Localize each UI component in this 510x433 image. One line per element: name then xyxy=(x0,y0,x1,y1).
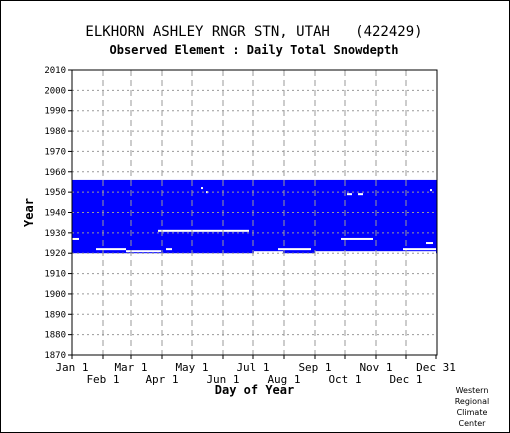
y-tick-label: 1930 xyxy=(44,229,66,239)
y-tick-label: 1920 xyxy=(44,249,66,259)
x-tick-label: Jan 1 xyxy=(55,361,88,374)
x-axis-title: Day of Year xyxy=(215,383,294,397)
missing-data-gap xyxy=(278,248,311,251)
x-tick-label: Jul 1 xyxy=(236,361,269,374)
y-tick-label: 1970 xyxy=(44,147,66,157)
y-tick-label: 1890 xyxy=(44,310,66,320)
y-tick-label: 1960 xyxy=(44,168,66,178)
x-tick-label: Jun 1 xyxy=(206,373,239,386)
x-tick-label: Aug 1 xyxy=(267,373,300,386)
missing-data-gap xyxy=(403,248,436,251)
credit-line: Western xyxy=(455,386,489,395)
y-tick-label: 1870 xyxy=(44,351,66,361)
x-tick-label: Dec 1 xyxy=(389,373,422,386)
missing-data-gap xyxy=(158,229,249,232)
observed-data-block xyxy=(72,179,437,254)
missing-data-gap xyxy=(126,250,161,253)
y-tick-label: 1880 xyxy=(44,331,66,341)
credit-line: Climate xyxy=(456,408,488,417)
y-tick-label: 1990 xyxy=(44,107,66,117)
missing-data-gap xyxy=(201,187,203,190)
missing-data-gap xyxy=(96,248,126,251)
x-tick-label: May 1 xyxy=(175,361,208,374)
missing-data-gap xyxy=(341,237,373,240)
credit-line: Regional xyxy=(454,397,490,406)
y-tick-label: 1910 xyxy=(44,270,66,280)
credit-label: Western Regional Climate Center xyxy=(448,385,496,429)
missing-data-gap xyxy=(347,193,352,196)
x-tick-label: Feb 1 xyxy=(86,373,119,386)
missing-data-gap xyxy=(72,237,79,240)
missing-data-gap xyxy=(166,248,172,251)
y-tick-label: 2000 xyxy=(44,86,66,96)
y-axis-title: Year xyxy=(22,198,36,227)
credit-line: Center xyxy=(458,419,486,428)
x-tick-label: Dec 31 xyxy=(416,361,456,374)
missing-data-gap xyxy=(430,189,432,192)
y-tick-label: 1980 xyxy=(44,127,66,137)
missing-data-gap xyxy=(426,242,433,245)
x-tick-label: Oct 1 xyxy=(328,373,361,386)
chart-subtitle: Observed Element : Daily Total Snowdepth xyxy=(109,43,399,57)
y-tick-label: 1900 xyxy=(44,290,66,300)
x-tick-label: Apr 1 xyxy=(145,373,178,386)
x-tick-label: Nov 1 xyxy=(359,361,392,374)
y-tick-label: 2010 xyxy=(44,66,66,76)
chart-title: ELKHORN ASHLEY RNGR STN, UTAH (422429) xyxy=(85,24,423,40)
x-tick-label: Sep 1 xyxy=(298,361,331,374)
x-tick-label: Mar 1 xyxy=(114,361,147,374)
y-tick-label: 1940 xyxy=(44,209,66,219)
missing-data-gap xyxy=(358,193,363,196)
y-tick-label: 1950 xyxy=(44,188,66,198)
